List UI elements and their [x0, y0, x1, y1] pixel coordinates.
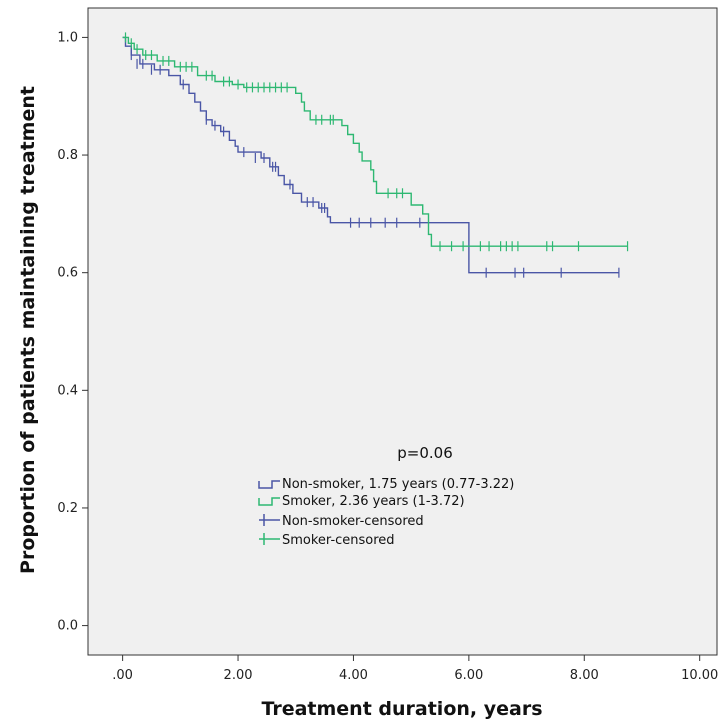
x-tick-label: 6.00	[454, 668, 483, 683]
p-value-annotation: p=0.06	[397, 444, 453, 462]
x-axis-title: Treatment duration, years	[261, 698, 542, 720]
x-tick-label: .00	[112, 668, 133, 683]
x-tick-label: 10.00	[681, 668, 718, 683]
y-axis-title: Proportion of patients maintaining treat…	[17, 86, 39, 574]
series-line-smoker	[122, 36, 628, 247]
y-tick-label: 0.6	[57, 266, 78, 281]
x-tick-label: 8.00	[570, 668, 599, 683]
legend: Non-smoker, 1.75 years (0.77-3.22) Smoke…	[258, 477, 514, 548]
series-layer	[122, 32, 629, 278]
legend-swatch-non-smoker	[258, 480, 280, 489]
x-tick-label: 2.00	[224, 668, 253, 683]
y-tick-label: 0.8	[57, 148, 78, 163]
plot-area	[87, 7, 718, 656]
legend-swatch-smoker-censored	[259, 533, 280, 545]
legend-label-non-smoker: Non-smoker, 1.75 years (0.77-3.22)	[282, 477, 514, 492]
y-tick-label: 0.4	[57, 383, 78, 398]
legend-swatch-smoker	[258, 497, 280, 506]
x-axis: .00 2.00 4.00 6.00 8.00 10.00	[112, 655, 718, 683]
legend-label-non-smoker-censored: Non-smoker-censored	[282, 514, 424, 529]
legend-swatch-non-smoker-censored	[259, 514, 280, 526]
legend-entry-non-smoker: Non-smoker, 1.75 years (0.77-3.22)	[258, 477, 514, 492]
legend-entry-smoker: Smoker, 2.36 years (1-3.72)	[258, 494, 465, 509]
x-tick-label: 4.00	[339, 668, 368, 683]
y-tick-label: 1.0	[57, 30, 78, 45]
legend-entry-smoker-censored: Smoker-censored	[259, 533, 395, 548]
legend-entry-non-smoker-censored: Non-smoker-censored	[259, 514, 424, 529]
legend-label-smoker: Smoker, 2.36 years (1-3.72)	[282, 494, 465, 509]
series-line-non-smoker	[122, 36, 619, 274]
legend-label-smoker-censored: Smoker-censored	[282, 533, 395, 548]
y-tick-label: 0.2	[57, 501, 78, 516]
y-axis: 0.0 0.2 0.4 0.6 0.8 1.0	[57, 30, 88, 634]
y-tick-label: 0.0	[57, 619, 78, 634]
